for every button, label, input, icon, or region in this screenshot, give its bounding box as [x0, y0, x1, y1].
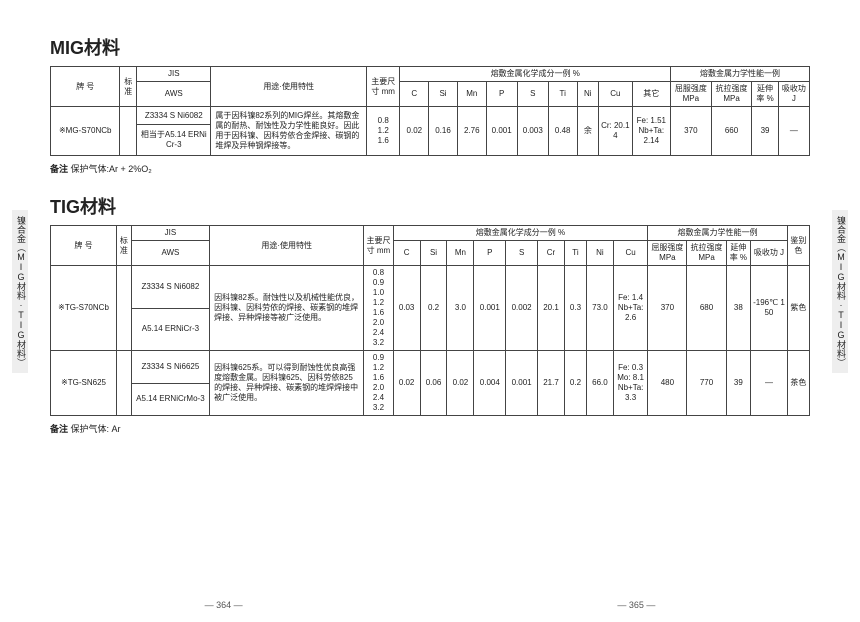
tig-note: 备注 保护气体: Ar: [50, 422, 810, 435]
th-std: 标准: [120, 67, 137, 107]
th-mech: 熔敷金属力学性能一例: [671, 67, 810, 82]
tig-title: TIG材料: [50, 193, 810, 219]
th-size: 主要尺寸 mm: [366, 67, 400, 107]
tig-row: ※TG-S70NCb Z3334 S Ni6082 因科镍82系。耐蚀性以及机械…: [51, 266, 810, 309]
th-brand: 牌 号: [51, 67, 120, 107]
side-tab-right: 镍合金（MIG材料·TIG材料）: [832, 210, 848, 373]
th-jis: JIS: [137, 67, 211, 82]
th-use: 用途·使用特性: [211, 67, 367, 107]
mig-table: 牌 号 标准 JIS 用途·使用特性 主要尺寸 mm 熔敷金属化学成分一例 % …: [50, 66, 810, 156]
mig-title: MIG材料: [50, 34, 810, 60]
mig-note: 备注 保护气体:Ar + 2%O₂: [50, 162, 810, 175]
side-tab-left: 镍合金（MIG材料·TIG材料）: [12, 210, 28, 373]
tig-row: ※TG-SN625 Z3334 S Ni6625 因科镍625系。可以得到耐蚀性…: [51, 351, 810, 384]
page: 镍合金（MIG材料·TIG材料） 镍合金（MIG材料·TIG材料） MIG材料 …: [0, 0, 860, 622]
th-chem: 熔敷金属化学成分一例 %: [400, 67, 671, 82]
tig-table: 牌 号 标准 JIS 用途·使用特性 主要尺寸 mm 熔敷金属化学成分一例 % …: [50, 225, 810, 416]
mig-row: ※MG-S70NCb Z3334 S Ni6082 属于因科镍82系列的MIG焊…: [51, 107, 810, 125]
page-numbers: — 364 —— 365 —: [0, 600, 860, 610]
th-aws: AWS: [137, 82, 211, 107]
